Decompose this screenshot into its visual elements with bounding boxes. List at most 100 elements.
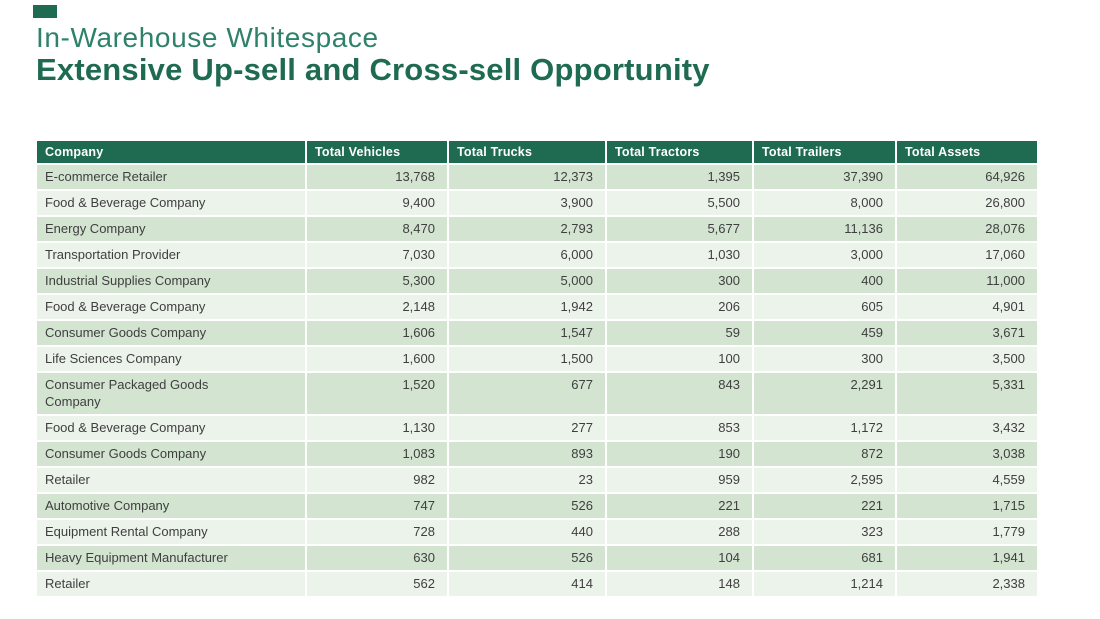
assets-cell: 4,901: [895, 293, 1039, 321]
trucks-cell: 1,500: [447, 345, 607, 373]
page-title: In-Warehouse Whitespace: [36, 22, 379, 53]
trailers-cell: 11,136: [752, 215, 897, 243]
vehicles-cell: 747: [305, 492, 449, 520]
assets-cell: 11,000: [895, 267, 1039, 295]
trucks-cell: 2,793: [447, 215, 607, 243]
company-cell: Heavy Equipment Manufacturer: [35, 544, 307, 572]
assets-cell: 1,941: [895, 544, 1039, 572]
tractors-cell: 5,677: [605, 215, 754, 243]
assets-cell: 1,715: [895, 492, 1039, 520]
trailers-cell: 872: [752, 440, 897, 468]
col-header-company: Company: [35, 139, 307, 165]
col-header-tractors: Total Tractors: [605, 139, 754, 165]
whitespace-table: Company Total Vehicles Total Trucks Tota…: [35, 139, 1039, 598]
tractors-cell: 206: [605, 293, 754, 321]
vehicles-cell: 9,400: [305, 189, 449, 217]
assets-cell: 3,500: [895, 345, 1039, 373]
table-row: Transportation Provider 7,030 6,000 1,030 3,…: [35, 241, 1039, 269]
vehicles-cell: 562: [305, 570, 449, 598]
vehicles-cell: 1,600: [305, 345, 449, 373]
company-cell: Automotive Company: [35, 492, 307, 520]
assets-cell: 2,338: [895, 570, 1039, 598]
vehicles-cell: 1,520: [305, 371, 449, 416]
trailers-cell: 8,000: [752, 189, 897, 217]
trailers-cell: 681: [752, 544, 897, 572]
trailers-cell: 323: [752, 518, 897, 546]
table-row: Retailer 982 23 959 2,595 4,559: [35, 466, 1039, 494]
table-row: Energy Company 8,470 2,793 5,677 11,136 28,07…: [35, 215, 1039, 243]
trailers-cell: 221: [752, 492, 897, 520]
vehicles-cell: 982: [305, 466, 449, 494]
table-row: E-commerce Retailer 13,768 12,373 1,395 37,3…: [35, 163, 1039, 191]
col-header-vehicles: Total Vehicles: [305, 139, 449, 165]
assets-cell: 17,060: [895, 241, 1039, 269]
table-row: Consumer Goods Company 1,083 893 190 872 3,03…: [35, 440, 1039, 468]
assets-cell: 64,926: [895, 163, 1039, 191]
table-row: Food & Beverage Company 1,130 277 853 1,172 3…: [35, 414, 1039, 442]
trucks-cell: 1,942: [447, 293, 607, 321]
title-block: In-Warehouse Whitespace Extensive Up-sel…: [36, 22, 710, 88]
vehicles-cell: 630: [305, 544, 449, 572]
assets-cell: 1,779: [895, 518, 1039, 546]
tractors-cell: 288: [605, 518, 754, 546]
company-cell: Retailer: [35, 570, 307, 598]
trailers-cell: 3,000: [752, 241, 897, 269]
vehicles-cell: 728: [305, 518, 449, 546]
vehicles-cell: 7,030: [305, 241, 449, 269]
trucks-cell: 5,000: [447, 267, 607, 295]
company-cell: Food & Beverage Company: [35, 414, 307, 442]
tractors-cell: 1,395: [605, 163, 754, 191]
trailers-cell: 605: [752, 293, 897, 321]
assets-cell: 3,038: [895, 440, 1039, 468]
table-row: Automotive Company 747 526 221 221 1,715: [35, 492, 1039, 520]
tractors-cell: 148: [605, 570, 754, 598]
table-header-row: Company Total Vehicles Total Trucks Tota…: [35, 139, 1039, 165]
trailers-cell: 459: [752, 319, 897, 347]
trailers-cell: 2,291: [752, 371, 897, 416]
table-row: Food & Beverage Company 2,148 1,942 206 605 4…: [35, 293, 1039, 321]
vehicles-cell: 2,148: [305, 293, 449, 321]
trailers-cell: 300: [752, 345, 897, 373]
company-cell: Consumer Packaged Goods Company: [35, 371, 307, 416]
trucks-cell: 414: [447, 570, 607, 598]
tractors-cell: 59: [605, 319, 754, 347]
trailers-cell: 400: [752, 267, 897, 295]
col-header-trucks: Total Trucks: [447, 139, 607, 165]
vehicles-cell: 1,083: [305, 440, 449, 468]
table-row: Industrial Supplies Company 5,300 5,000 300…: [35, 267, 1039, 295]
trailers-cell: 37,390: [752, 163, 897, 191]
table-row: Retailer 562 414 148 1,214 2,338: [35, 570, 1039, 598]
table-row: Equipment Rental Company 728 440 288 323 1,77…: [35, 518, 1039, 546]
table-row: Food & Beverage Company 9,400 3,900 5,500 8,…: [35, 189, 1039, 217]
trailers-cell: 2,595: [752, 466, 897, 494]
company-cell: Equipment Rental Company: [35, 518, 307, 546]
col-header-assets: Total Assets: [895, 139, 1039, 165]
tractors-cell: 104: [605, 544, 754, 572]
company-cell: Retailer: [35, 466, 307, 494]
trucks-cell: 440: [447, 518, 607, 546]
assets-cell: 28,076: [895, 215, 1039, 243]
trucks-cell: 6,000: [447, 241, 607, 269]
tractors-cell: 959: [605, 466, 754, 494]
company-cell: Food & Beverage Company: [35, 189, 307, 217]
vehicles-cell: 13,768: [305, 163, 449, 191]
company-cell: E-commerce Retailer: [35, 163, 307, 191]
table-row: Consumer Goods Company 1,606 1,547 59 459 3,6…: [35, 319, 1039, 347]
page-subtitle: Extensive Up-sell and Cross-sell Opportu…: [36, 52, 710, 88]
company-cell: Consumer Goods Company: [35, 319, 307, 347]
trailers-cell: 1,172: [752, 414, 897, 442]
table-row: Life Sciences Company 1,600 1,500 100 300 3,5…: [35, 345, 1039, 373]
vehicles-cell: 1,130: [305, 414, 449, 442]
trucks-cell: 277: [447, 414, 607, 442]
trucks-cell: 12,373: [447, 163, 607, 191]
tractors-cell: 5,500: [605, 189, 754, 217]
trucks-cell: 3,900: [447, 189, 607, 217]
tractors-cell: 1,030: [605, 241, 754, 269]
trucks-cell: 526: [447, 544, 607, 572]
assets-cell: 4,559: [895, 466, 1039, 494]
vehicles-cell: 1,606: [305, 319, 449, 347]
company-cell: Industrial Supplies Company: [35, 267, 307, 295]
assets-cell: 5,331: [895, 371, 1039, 416]
trucks-cell: 893: [447, 440, 607, 468]
vehicles-cell: 5,300: [305, 267, 449, 295]
